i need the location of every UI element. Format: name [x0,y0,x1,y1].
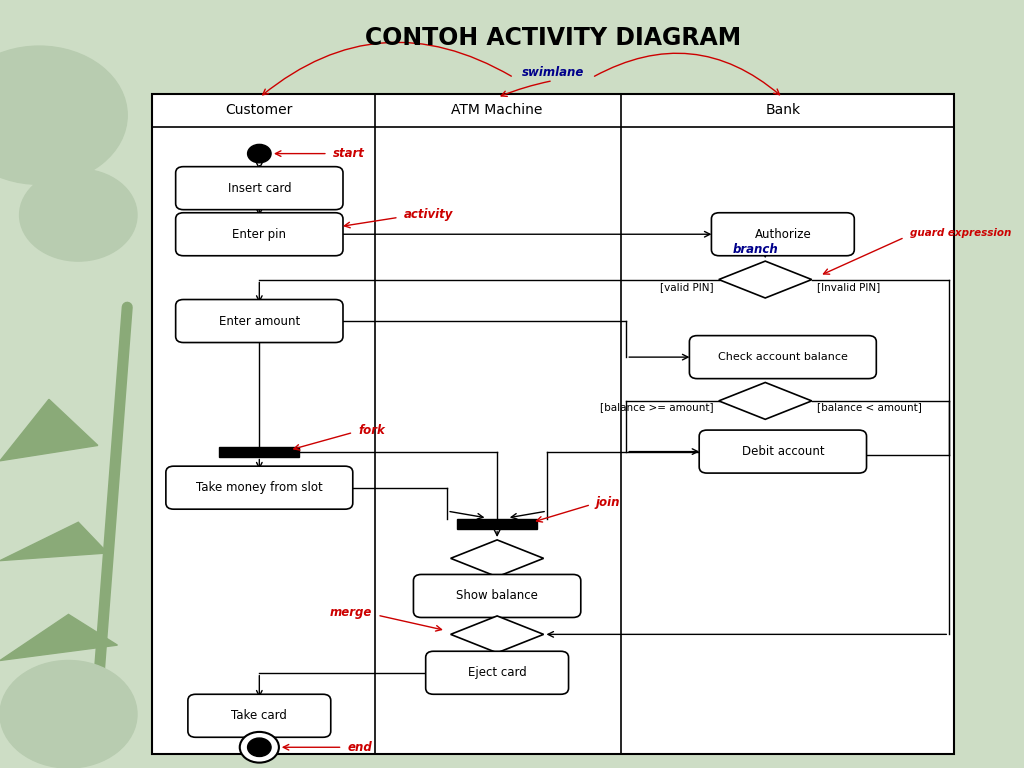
Text: merge: merge [330,607,373,619]
Circle shape [19,169,137,261]
Text: Bank: Bank [765,103,801,118]
FancyBboxPatch shape [689,336,877,379]
Text: activity: activity [403,208,453,220]
Polygon shape [719,261,812,298]
Text: ATM Machine: ATM Machine [452,103,543,118]
Text: fork: fork [358,424,385,436]
Bar [457,519,538,528]
Polygon shape [451,616,544,653]
FancyBboxPatch shape [176,167,343,210]
FancyBboxPatch shape [187,694,331,737]
Text: Customer: Customer [225,103,293,118]
Text: Check account balance: Check account balance [718,352,848,362]
Text: Show balance: Show balance [456,590,538,602]
Text: join: join [596,496,621,508]
Polygon shape [0,614,118,660]
Text: Debit account: Debit account [741,445,824,458]
Text: [balance >= amount]: [balance >= amount] [600,402,714,412]
Text: Enter amount: Enter amount [219,315,300,327]
Polygon shape [0,522,108,561]
Text: Insert card: Insert card [227,182,291,194]
Bar [219,447,299,456]
Text: Take card: Take card [231,710,288,722]
Circle shape [0,660,137,768]
Text: end: end [347,741,372,753]
Text: CONTOH ACTIVITY DIAGRAM: CONTOH ACTIVITY DIAGRAM [365,26,741,51]
Polygon shape [451,540,544,577]
Text: start: start [333,147,365,160]
Circle shape [248,738,271,756]
Polygon shape [719,382,812,419]
Text: [Invalid PIN]: [Invalid PIN] [816,282,880,293]
Text: Authorize: Authorize [755,228,811,240]
FancyBboxPatch shape [176,300,343,343]
Text: Enter pin: Enter pin [232,228,287,240]
Polygon shape [0,399,98,461]
Text: Take money from slot: Take money from slot [196,482,323,494]
FancyBboxPatch shape [176,213,343,256]
FancyBboxPatch shape [426,651,568,694]
Text: Eject card: Eject card [468,667,526,679]
Circle shape [248,144,271,163]
FancyBboxPatch shape [414,574,581,617]
FancyBboxPatch shape [712,213,854,256]
FancyBboxPatch shape [166,466,353,509]
Circle shape [0,46,127,184]
Text: guard expression: guard expression [909,228,1011,239]
Text: [balance < amount]: [balance < amount] [816,402,922,412]
Circle shape [240,732,279,763]
Text: [valid PIN]: [valid PIN] [660,282,714,293]
Text: branch: branch [732,243,778,256]
FancyBboxPatch shape [699,430,866,473]
Bar [152,94,954,754]
Text: swimlane: swimlane [521,67,584,79]
